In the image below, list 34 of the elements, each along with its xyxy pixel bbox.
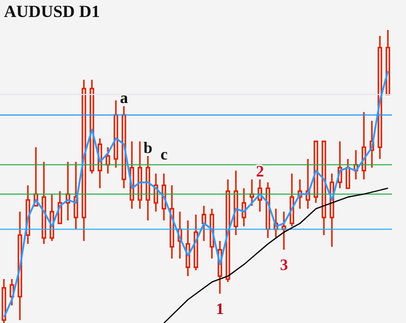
annotation: c	[160, 146, 168, 164]
candlestick	[298, 178, 302, 210]
annotation: 1	[216, 301, 224, 318]
candlestick	[362, 111, 366, 180]
candlestick	[258, 178, 262, 212]
candlestick	[154, 172, 158, 212]
candlestick	[162, 172, 166, 222]
candlestick	[282, 210, 286, 250]
candlestick	[306, 158, 310, 210]
candlestick	[18, 210, 22, 321]
annotation: 3	[280, 257, 288, 274]
candlestick	[122, 105, 126, 189]
candlestick	[170, 184, 174, 260]
candlestick	[242, 187, 246, 228]
candlestick	[66, 161, 70, 222]
candlestick	[210, 208, 214, 260]
candlestick	[378, 35, 382, 160]
candlestick	[178, 210, 182, 260]
candlestick	[370, 120, 374, 168]
annotation: 2	[256, 163, 264, 180]
annotation: b	[144, 140, 153, 157]
candlestick	[186, 220, 190, 277]
candlestick	[146, 155, 150, 222]
candlestick	[138, 140, 142, 210]
candlestick	[330, 172, 334, 248]
chart-title: AUDUSD D1	[4, 2, 100, 22]
candlestick	[82, 79, 86, 242]
annotation: a	[120, 90, 128, 108]
candlestick	[130, 140, 134, 210]
candlestick	[26, 184, 30, 245]
candlestick	[202, 205, 206, 242]
candlestick	[74, 161, 78, 230]
candlestick	[218, 240, 222, 294]
candlestick	[354, 149, 358, 180]
